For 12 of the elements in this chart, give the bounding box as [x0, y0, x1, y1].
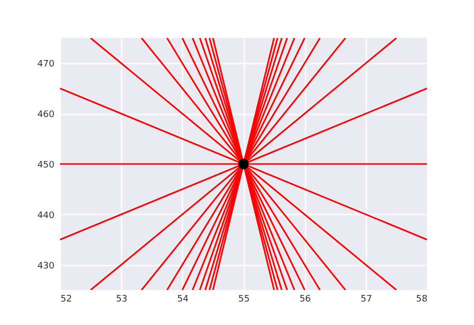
x-tick-label: 55	[238, 294, 250, 304]
x-tick-label: 56	[299, 294, 312, 304]
x-tick-label: 58	[416, 294, 428, 304]
y-tick-label: 430	[37, 261, 55, 272]
x-tick-label: 54	[177, 294, 189, 304]
y-tick-label: 460	[37, 110, 55, 120]
x-tick-label: 52	[60, 294, 72, 304]
y-tick-label: 440	[37, 210, 55, 221]
x-tick-label: 57	[360, 294, 372, 304]
y-tick-label: 470	[37, 60, 55, 70]
y-tick-label: 450	[37, 160, 55, 170]
x-tick-label: 53	[116, 294, 128, 304]
